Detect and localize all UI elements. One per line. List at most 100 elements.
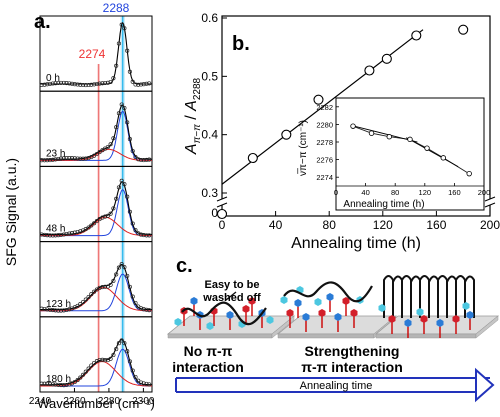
inset-x-tick-label: 160 — [448, 188, 461, 197]
molecule-ring — [226, 311, 234, 319]
spectrum-panel — [39, 316, 153, 393]
data-point — [75, 378, 80, 383]
axis-break-mark — [216, 196, 228, 202]
ylabel-sub1: π−π — [192, 124, 203, 144]
peak-2274-label: 2274 — [79, 47, 106, 61]
axis-break-mark — [484, 202, 496, 208]
data-point — [216, 208, 228, 220]
inset-x-tick-label: 120 — [419, 188, 432, 197]
molecule-ring — [190, 297, 198, 305]
data-point — [58, 308, 64, 313]
data-point — [130, 148, 135, 154]
data-point — [94, 219, 99, 224]
data-point — [75, 303, 80, 308]
data-point — [103, 358, 108, 363]
data-point — [103, 284, 108, 289]
data-point — [127, 137, 132, 142]
inset-y-tick-label: 2280 — [316, 120, 333, 129]
data-point — [119, 102, 124, 107]
data-point — [119, 178, 124, 183]
data-point — [39, 158, 44, 163]
free-molecule — [266, 316, 274, 324]
data-point — [125, 48, 130, 53]
data-point — [83, 83, 88, 88]
data-point — [86, 225, 91, 230]
data-point — [136, 304, 141, 309]
data-point — [105, 213, 110, 218]
data-point — [108, 211, 113, 216]
data-point — [144, 307, 149, 312]
data-point — [97, 357, 102, 363]
molecule-ring — [334, 313, 342, 321]
inset-x-tick-label: 200 — [478, 188, 491, 197]
y-tick-label: 0.4 — [201, 128, 218, 142]
inset-data-point — [440, 155, 446, 161]
x-tick-label: 2280 — [98, 396, 121, 407]
data-point — [81, 82, 86, 88]
data-point — [103, 80, 108, 86]
data-point — [53, 81, 58, 86]
data-point — [69, 231, 75, 236]
panel-b-ylabel: Aπ−π / A2288 — [183, 77, 203, 155]
molecule-ring — [436, 319, 444, 327]
data-point — [67, 81, 72, 86]
data-point — [458, 24, 469, 35]
data-point — [92, 221, 97, 226]
polymer-chain — [283, 281, 373, 303]
data-point — [116, 41, 121, 46]
data-point — [103, 214, 108, 219]
data-point — [116, 185, 121, 190]
data-point — [69, 81, 75, 86]
component-pi-pi-curve — [40, 216, 152, 237]
inset-y-tick-label: 2274 — [316, 173, 333, 182]
easy-label-line1: Easy to be — [204, 279, 259, 291]
molecule-ring — [452, 315, 460, 323]
data-point — [56, 156, 61, 162]
data-point — [144, 233, 149, 238]
data-point — [78, 156, 83, 161]
axis-break-mark — [484, 196, 496, 202]
data-point — [61, 383, 66, 388]
data-point — [92, 82, 97, 87]
data-point — [50, 157, 55, 162]
time-label: 180 h — [46, 374, 71, 385]
data-point — [125, 194, 130, 199]
free-molecule — [174, 318, 182, 326]
data-point — [125, 120, 130, 125]
data-point — [45, 158, 50, 163]
data-point — [122, 26, 127, 31]
data-point — [83, 297, 88, 302]
data-point — [105, 80, 110, 85]
inset-fit-line — [350, 124, 418, 143]
y-tick-label: 0.5 — [201, 69, 218, 83]
annealing-time-label: Annealing time — [300, 380, 373, 392]
molecule-ring — [326, 293, 334, 301]
data-point — [81, 372, 86, 377]
inset-series — [350, 123, 472, 177]
inset-data-point — [386, 134, 392, 140]
data-point — [127, 359, 132, 364]
panel-a-xlabel: Wavenumber (cm⁻¹) — [37, 396, 155, 411]
x-tick-label: 40 — [269, 218, 283, 232]
data-point — [92, 360, 97, 366]
data-point — [67, 382, 72, 387]
x-tick-label: 0 — [219, 218, 226, 232]
panel-c-label: c. — [176, 255, 193, 277]
data-point — [69, 156, 75, 161]
molecule-ring — [342, 297, 350, 305]
data-point — [86, 155, 91, 161]
inset-xlabel: Annealing time (h) — [343, 199, 424, 210]
molecule-ring — [404, 319, 412, 327]
data-point — [61, 80, 66, 85]
data-point — [119, 22, 124, 27]
substrate-edge — [277, 333, 375, 339]
data-point — [136, 82, 141, 87]
molecule-ring — [286, 309, 294, 317]
data-point — [78, 375, 83, 380]
y-tick-label: 0.6 — [201, 11, 218, 25]
data-point — [89, 82, 94, 87]
inset-data-point — [407, 136, 413, 143]
no-pi-label-line1: No π-π — [184, 343, 233, 359]
data-point — [53, 308, 58, 313]
x-tick-label: 2240 — [29, 396, 52, 407]
